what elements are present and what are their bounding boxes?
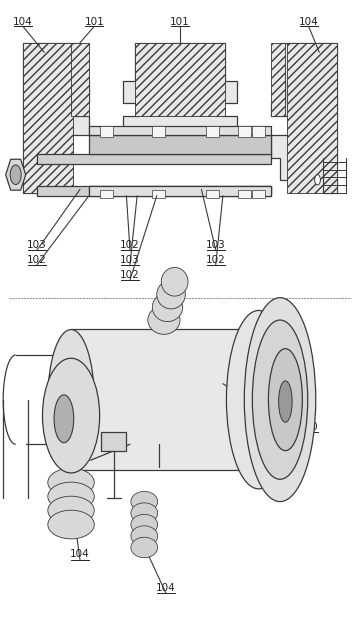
- Polygon shape: [71, 43, 89, 116]
- Polygon shape: [271, 43, 285, 116]
- Text: 102: 102: [206, 255, 226, 265]
- Text: 100: 100: [299, 422, 318, 432]
- Polygon shape: [287, 43, 337, 193]
- Ellipse shape: [48, 330, 94, 470]
- Polygon shape: [71, 329, 258, 470]
- Ellipse shape: [131, 503, 158, 524]
- Polygon shape: [271, 43, 337, 193]
- Ellipse shape: [54, 395, 74, 443]
- Text: 101: 101: [170, 17, 190, 27]
- Text: 103: 103: [27, 240, 47, 250]
- Text: 101: 101: [84, 17, 104, 27]
- Ellipse shape: [131, 526, 158, 546]
- Ellipse shape: [42, 358, 100, 473]
- Polygon shape: [89, 125, 271, 135]
- Ellipse shape: [161, 268, 188, 296]
- Ellipse shape: [48, 468, 94, 497]
- Bar: [100, 125, 113, 137]
- Ellipse shape: [131, 515, 158, 535]
- Text: 103: 103: [120, 255, 140, 265]
- Ellipse shape: [48, 482, 94, 511]
- Text: 103: 103: [206, 240, 226, 250]
- Polygon shape: [89, 186, 271, 193]
- Bar: [152, 190, 165, 198]
- Text: 104: 104: [299, 17, 319, 27]
- Ellipse shape: [131, 492, 158, 512]
- Ellipse shape: [226, 310, 291, 489]
- Polygon shape: [37, 154, 271, 164]
- Bar: [238, 125, 251, 137]
- Bar: [100, 190, 113, 198]
- Ellipse shape: [48, 496, 94, 525]
- Polygon shape: [135, 135, 225, 157]
- Bar: [152, 125, 165, 137]
- Text: 104: 104: [70, 550, 90, 559]
- Ellipse shape: [279, 381, 292, 422]
- Ellipse shape: [269, 349, 302, 451]
- Polygon shape: [23, 43, 73, 193]
- Polygon shape: [123, 43, 237, 157]
- Polygon shape: [102, 431, 126, 451]
- Ellipse shape: [152, 293, 183, 321]
- Ellipse shape: [244, 298, 316, 502]
- Bar: [238, 190, 251, 198]
- Ellipse shape: [48, 510, 94, 539]
- Ellipse shape: [252, 320, 308, 479]
- Bar: [206, 190, 219, 198]
- Text: 102: 102: [27, 255, 47, 265]
- Circle shape: [10, 165, 21, 184]
- Ellipse shape: [148, 306, 180, 334]
- Text: 102: 102: [120, 240, 140, 250]
- Polygon shape: [135, 43, 225, 116]
- Polygon shape: [89, 135, 271, 154]
- Ellipse shape: [131, 538, 158, 557]
- Ellipse shape: [157, 280, 185, 309]
- Bar: [252, 125, 265, 137]
- Circle shape: [315, 175, 320, 185]
- Text: 104: 104: [13, 17, 33, 27]
- Text: 104: 104: [156, 582, 176, 593]
- Text: 102: 102: [120, 270, 140, 280]
- Polygon shape: [23, 43, 89, 193]
- Polygon shape: [37, 186, 271, 196]
- Bar: [206, 125, 219, 137]
- Polygon shape: [6, 159, 26, 190]
- Polygon shape: [89, 186, 271, 196]
- Bar: [252, 190, 265, 198]
